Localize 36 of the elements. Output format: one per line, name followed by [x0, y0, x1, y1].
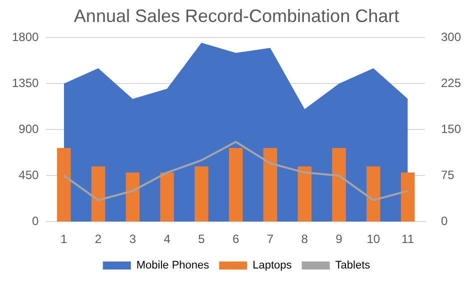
- x-tick-label: 10: [366, 232, 380, 246]
- bar: [194, 166, 208, 222]
- bar: [160, 172, 174, 222]
- y2-tick-label: 75: [440, 168, 455, 182]
- legend-label: Mobile Phones: [136, 260, 210, 272]
- x-tick-label: 3: [129, 232, 136, 246]
- y-tick-label: 0: [32, 214, 40, 228]
- bar: [57, 148, 71, 222]
- y2-tick-label: 225: [440, 76, 462, 90]
- y-tick-label: 1350: [12, 76, 40, 90]
- x-tick-label: 5: [198, 232, 206, 246]
- x-tick-label: 6: [232, 232, 240, 246]
- x-tick-label: 11: [402, 232, 414, 246]
- x-tick-label: 4: [164, 232, 171, 246]
- x-tick-label: 1: [60, 232, 68, 246]
- legend-label: Tablets: [335, 260, 371, 272]
- bar: [298, 166, 312, 222]
- bar: [228, 148, 243, 222]
- x-tick-label: 2: [94, 232, 102, 246]
- x-tick-label: 8: [301, 232, 308, 246]
- x-tick-label: 7: [266, 232, 274, 246]
- bar: [332, 148, 346, 222]
- legend-label: Laptops: [252, 260, 292, 272]
- bar: [366, 166, 380, 222]
- y-tick-label: 450: [18, 168, 40, 182]
- y-tick-label: 900: [18, 122, 40, 136]
- bar: [263, 148, 278, 222]
- bar: [400, 172, 415, 222]
- chart-title: Annual Sales Record-Combination Chart: [74, 6, 400, 26]
- y2-tick-label: 150: [440, 122, 462, 136]
- bar: [126, 172, 140, 222]
- y2-tick-label: 300: [440, 30, 462, 44]
- y2-tick-label: 0: [440, 214, 448, 228]
- bar: [91, 166, 106, 222]
- y-tick-label: 1800: [12, 30, 40, 44]
- x-tick-label: 9: [336, 232, 343, 246]
